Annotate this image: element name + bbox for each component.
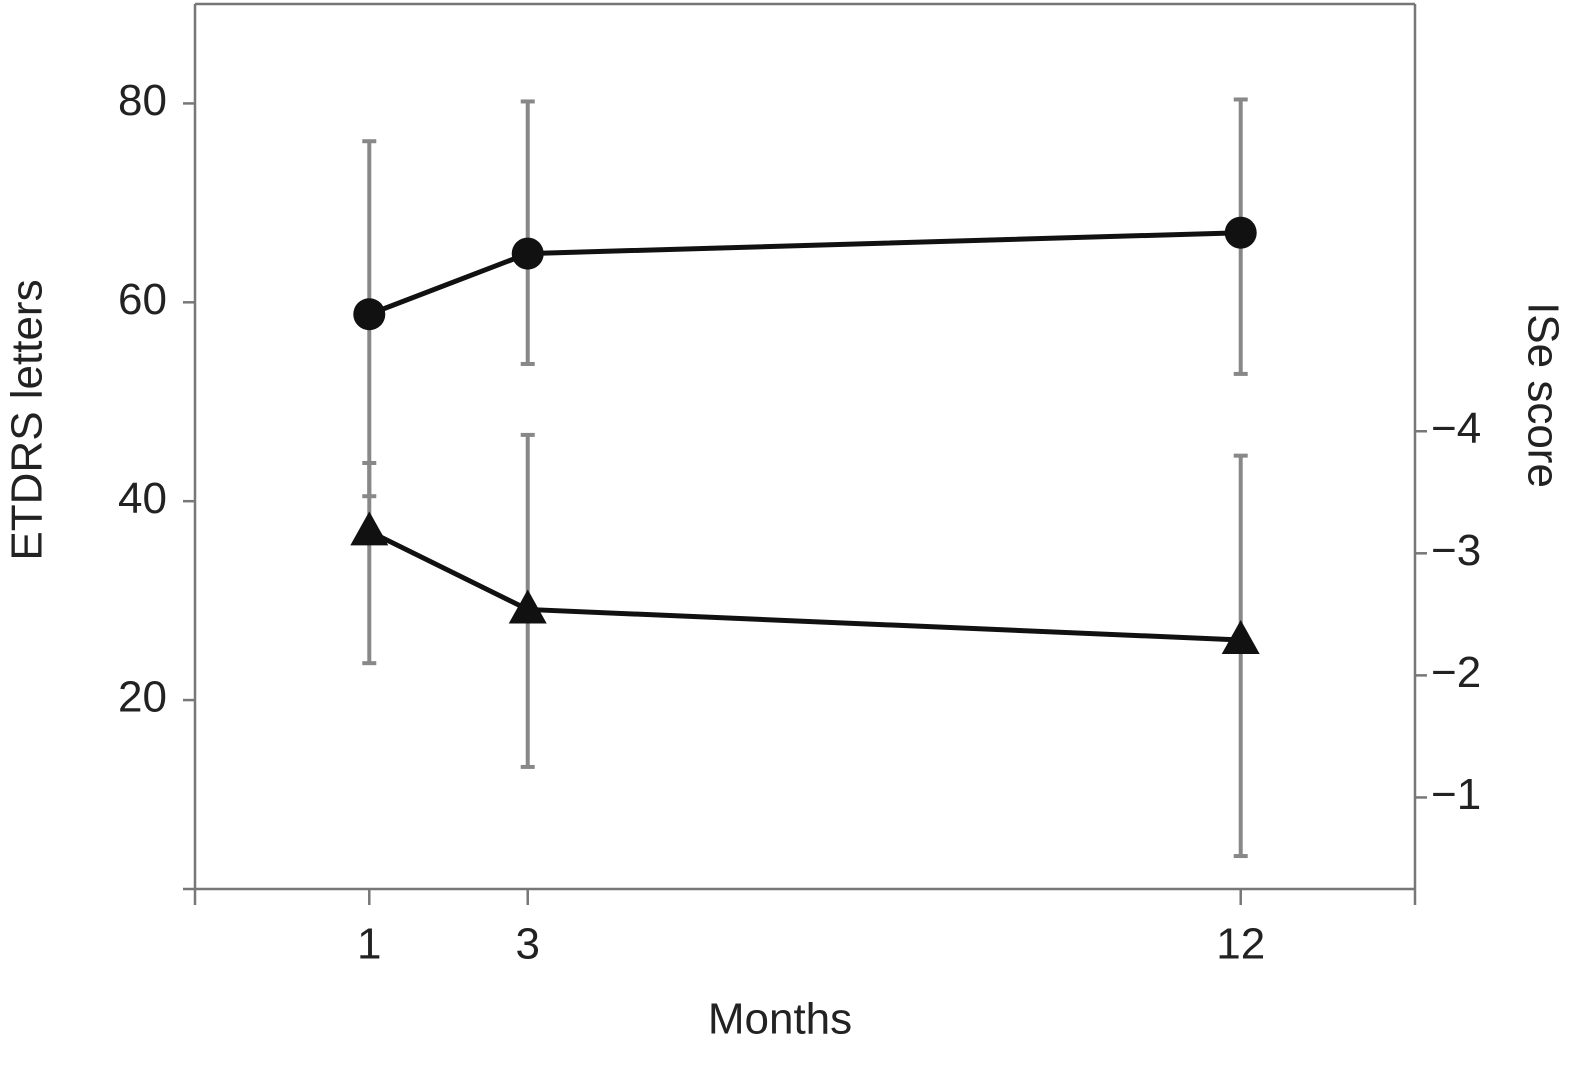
marker [350, 511, 389, 546]
y-tick-label: 60 [118, 275, 167, 324]
marker [353, 298, 386, 331]
y2-tick-label: −1 [1431, 770, 1481, 819]
marker [508, 589, 547, 624]
y-tick-label: 20 [118, 673, 167, 722]
series-line [368, 230, 1241, 317]
x-tick-label: 3 [515, 920, 539, 969]
marker [1224, 216, 1257, 249]
y2-tick-label: −3 [1431, 526, 1481, 575]
x-axis-label: Months [708, 995, 852, 1044]
y-axis-label: ETDRS letters [3, 279, 52, 560]
y2-tick-label: −4 [1431, 404, 1481, 453]
y2-axis-label: ISe score [1518, 302, 1567, 488]
x-tick-label: 12 [1216, 920, 1265, 969]
marker [1221, 619, 1260, 654]
y-tick-label: 40 [118, 474, 167, 523]
series-line [368, 529, 1241, 643]
y2-tick-label: −2 [1431, 648, 1481, 697]
marker [511, 237, 544, 270]
x-tick-label: 1 [357, 920, 381, 969]
y-tick-label: 80 [118, 76, 167, 125]
